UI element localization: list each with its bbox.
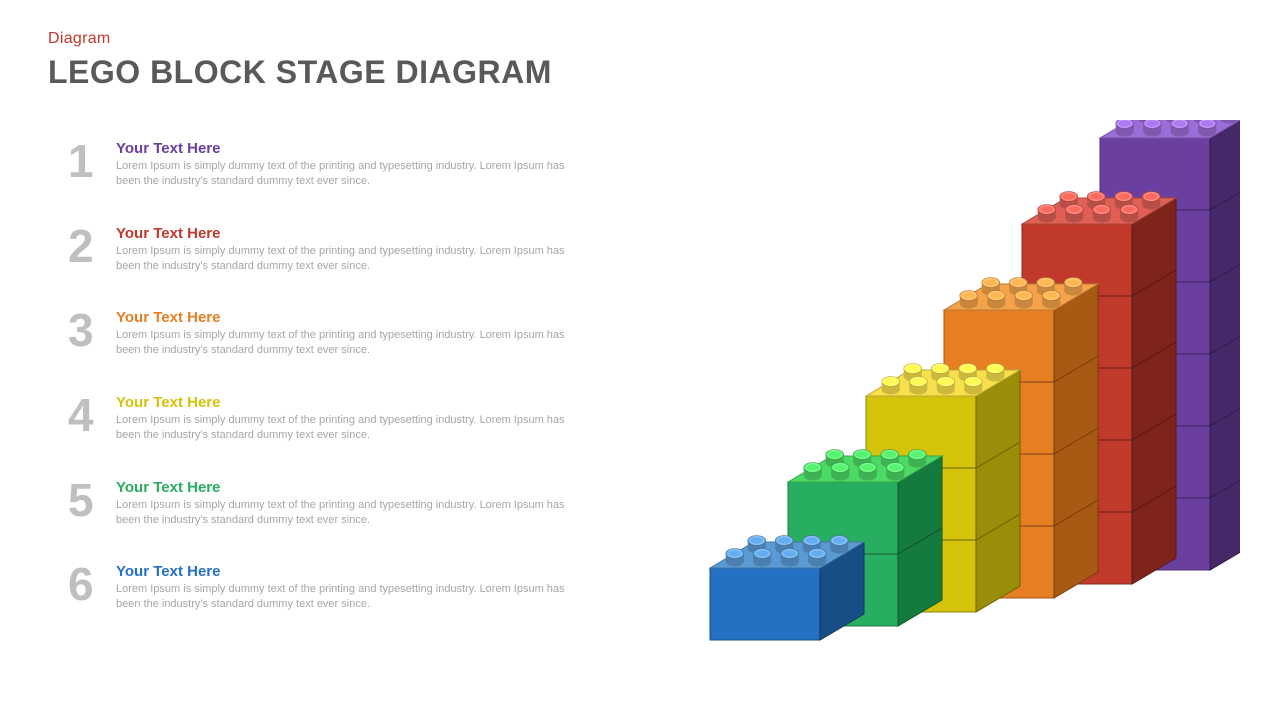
stage-heading: Your Text Here xyxy=(116,479,588,496)
stage-item-5: 5Your Text Here Lorem Ipsum is simply dum… xyxy=(68,477,588,528)
stage-number: 5 xyxy=(68,477,116,523)
stage-heading: Your Text Here xyxy=(116,394,588,411)
stage-body: Lorem Ipsum is simply dummy text of the … xyxy=(116,413,588,443)
stage-heading: Your Text Here xyxy=(116,140,588,157)
stage-body: Lorem Ipsum is simply dummy text of the … xyxy=(116,328,588,358)
stage-body: Lorem Ipsum is simply dummy text of the … xyxy=(116,159,588,189)
lego-staircase xyxy=(680,120,1240,680)
stage-number: 4 xyxy=(68,392,116,438)
stage-item-2: 2Your Text Here Lorem Ipsum is simply dum… xyxy=(68,223,588,274)
stage-item-3: 3Your Text Here Lorem Ipsum is simply dum… xyxy=(68,307,588,358)
stage-number: 3 xyxy=(68,307,116,353)
stage-number: 1 xyxy=(68,138,116,184)
kicker: Diagram xyxy=(48,30,552,48)
stage-body: Lorem Ipsum is simply dummy text of the … xyxy=(116,498,588,528)
stage-body: Lorem Ipsum is simply dummy text of the … xyxy=(116,244,588,274)
header: Diagram LEGO BLOCK STAGE DIAGRAM xyxy=(48,30,552,91)
stage-item-4: 4Your Text Here Lorem Ipsum is simply dum… xyxy=(68,392,588,443)
stage-item-6: 6Your Text Here Lorem Ipsum is simply dum… xyxy=(68,561,588,612)
stage-number: 6 xyxy=(68,561,116,607)
page-title: LEGO BLOCK STAGE DIAGRAM xyxy=(48,54,552,91)
stage-heading: Your Text Here xyxy=(116,309,588,326)
stage-list: 1Your Text HereLorem Ipsum is simply dum… xyxy=(68,138,588,646)
stage-body: Lorem Ipsum is simply dummy text of the … xyxy=(116,582,588,612)
stage-item-1: 1Your Text Here Lorem Ipsum is simply dum… xyxy=(68,138,588,189)
stage-number: 2 xyxy=(68,223,116,269)
stage-heading: Your Text Here xyxy=(116,225,588,242)
stage-heading: Your Text Here xyxy=(116,563,588,580)
